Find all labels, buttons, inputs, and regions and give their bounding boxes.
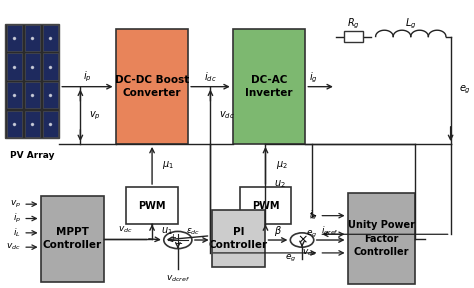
Bar (126, 187, 178, 224)
Bar (344, 31, 363, 42)
Text: $\times$: $\times$ (297, 234, 308, 247)
Text: $v_p$: $v_p$ (10, 199, 21, 210)
Bar (7, 54, 22, 80)
Bar (211, 210, 265, 267)
Bar (43, 82, 58, 109)
Bar (7, 111, 22, 137)
Text: PWM: PWM (252, 201, 279, 211)
Bar (7, 82, 22, 109)
Text: $e_g$: $e_g$ (285, 253, 296, 264)
Circle shape (291, 233, 314, 247)
Text: $i_{dc}$: $i_{dc}$ (204, 70, 217, 84)
Text: PI
Controller: PI Controller (209, 227, 268, 250)
Text: $i_g$: $i_g$ (310, 70, 318, 85)
Text: $\mu_2$: $\mu_2$ (276, 160, 288, 171)
Text: $v_{dc}$: $v_{dc}$ (302, 248, 317, 258)
Text: $\varepsilon_{dc}$: $\varepsilon_{dc}$ (186, 226, 200, 237)
Text: −: − (175, 239, 183, 249)
Circle shape (164, 232, 192, 249)
Bar (116, 29, 188, 144)
Text: $v_{dc}$: $v_{dc}$ (6, 242, 21, 252)
Text: DC-DC Boost
Converter: DC-DC Boost Converter (115, 75, 189, 98)
Text: $v_{dc}$: $v_{dc}$ (219, 109, 235, 121)
Bar (25, 82, 40, 109)
Text: $e_g$: $e_g$ (306, 229, 317, 240)
Bar (5, 24, 59, 138)
Text: $v_{dc}$: $v_{dc}$ (118, 225, 132, 235)
Bar (43, 111, 58, 137)
Text: $u_2$: $u_2$ (274, 178, 286, 190)
Text: MPPT
Controller: MPPT Controller (43, 227, 102, 250)
Bar (25, 25, 40, 51)
Text: Unity Power
Factor
Controller: Unity Power Factor Controller (348, 220, 415, 257)
Bar (233, 29, 305, 144)
Bar (25, 111, 40, 137)
Text: $R_g$: $R_g$ (347, 16, 360, 31)
Text: $i_p$: $i_p$ (13, 212, 21, 225)
Text: $i_p$: $i_p$ (83, 69, 92, 84)
Bar (347, 193, 416, 285)
Text: $u_1$: $u_1$ (161, 226, 172, 237)
Text: $v_{dcref}$: $v_{dcref}$ (166, 274, 190, 284)
Text: $i_L$: $i_L$ (13, 227, 21, 239)
Text: $e_g$: $e_g$ (459, 84, 471, 96)
Text: $i_g$: $i_g$ (309, 209, 317, 222)
Bar (41, 196, 104, 282)
Bar (7, 25, 22, 51)
Text: $i_{gref}$: $i_{gref}$ (321, 225, 339, 238)
Text: $L_g$: $L_g$ (405, 16, 417, 31)
Bar (43, 25, 58, 51)
Text: $v_p$: $v_p$ (89, 109, 100, 122)
Text: $\mu_1$: $\mu_1$ (163, 160, 174, 171)
Text: PWM: PWM (138, 201, 166, 211)
Text: $\beta$: $\beta$ (274, 224, 282, 238)
Bar (43, 54, 58, 80)
Bar (25, 54, 40, 80)
Bar (240, 187, 291, 224)
Text: +: + (170, 233, 176, 242)
Text: DC-AC
Inverter: DC-AC Inverter (245, 75, 293, 98)
Text: PV Array: PV Array (10, 151, 55, 160)
